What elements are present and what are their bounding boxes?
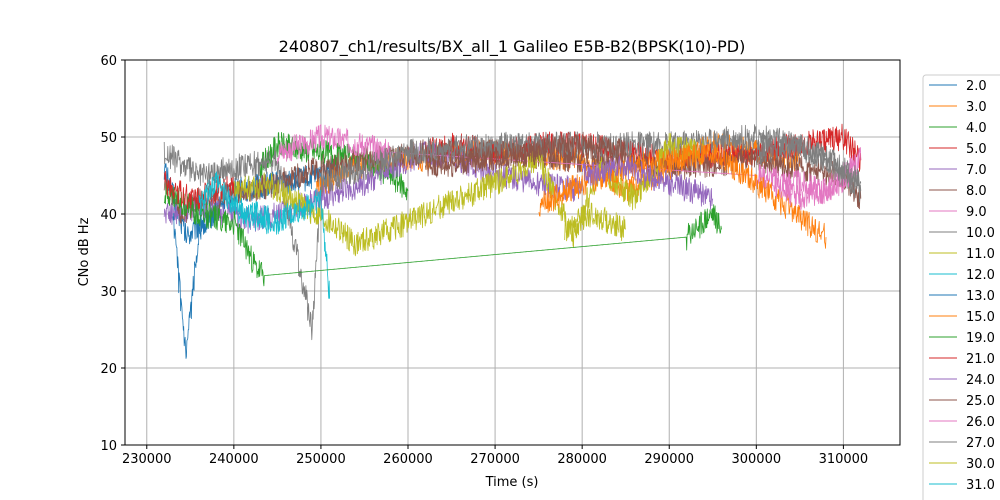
legend-label: 8.0 bbox=[966, 184, 987, 199]
series-lines bbox=[163, 123, 862, 359]
x-tick-label: 260000 bbox=[383, 452, 433, 467]
y-tick-label: 10 bbox=[100, 439, 117, 454]
series-line-21-0 bbox=[163, 170, 235, 210]
series-line-15-0 bbox=[538, 140, 827, 249]
legend-label: 12.0 bbox=[966, 268, 995, 283]
chart-title: 240807_ch1/results/BX_all_1 Galileo E5B-… bbox=[279, 37, 746, 57]
legend-label: 13.0 bbox=[966, 289, 995, 304]
x-tick-label: 230000 bbox=[122, 452, 172, 467]
legend-label: 5.0 bbox=[966, 142, 987, 157]
series-line-19-0 bbox=[163, 180, 722, 287]
x-tick-label: 300000 bbox=[731, 452, 781, 467]
series-line-9-0 bbox=[277, 124, 862, 202]
y-tick-label: 30 bbox=[100, 285, 117, 300]
series-line-25-0 bbox=[425, 131, 627, 178]
plot-area bbox=[125, 60, 900, 445]
y-axis-label: CNo dB Hz bbox=[77, 217, 92, 286]
x-axis-ticks: 230000 240000 250000 260000 270000 280000 2900… bbox=[122, 445, 868, 467]
legend-label: 4.0 bbox=[966, 121, 987, 136]
legend-label: 30.0 bbox=[966, 457, 995, 472]
series-line-27-0 bbox=[755, 132, 862, 203]
legend-label: 31.0 bbox=[966, 478, 995, 493]
series-line-10-0 bbox=[163, 124, 862, 341]
y-tick-label: 60 bbox=[100, 54, 117, 69]
x-tick-label: 310000 bbox=[819, 452, 869, 467]
x-tick-label: 250000 bbox=[296, 452, 346, 467]
y-tick-label: 40 bbox=[100, 208, 117, 223]
series-line-30-0 bbox=[564, 202, 627, 242]
x-tick-label: 240000 bbox=[209, 452, 259, 467]
x-axis-label: Time (s) bbox=[485, 475, 539, 490]
series-line-4-0 bbox=[259, 131, 409, 201]
legend-label: 15.0 bbox=[966, 310, 995, 325]
legend-label: 21.0 bbox=[966, 352, 995, 367]
series-line-12-0 bbox=[233, 188, 330, 299]
series-line-26-0 bbox=[773, 162, 853, 211]
legend-label: 11.0 bbox=[966, 247, 995, 262]
y-tick-label: 20 bbox=[100, 362, 117, 377]
legend-label: 10.0 bbox=[966, 226, 995, 241]
plot-frame bbox=[124, 59, 901, 446]
legend-label: 25.0 bbox=[966, 394, 995, 409]
series-line-24-0 bbox=[581, 155, 714, 210]
series-line-31-0 bbox=[198, 171, 270, 235]
series-line-13-0 bbox=[172, 208, 217, 359]
x-tick-label: 270000 bbox=[470, 452, 520, 467]
x-tick-label: 290000 bbox=[644, 452, 694, 467]
y-tick-label: 50 bbox=[100, 131, 117, 146]
legend-label: 3.0 bbox=[966, 100, 987, 115]
x-tick-label: 280000 bbox=[557, 452, 607, 467]
legend-label: 9.0 bbox=[966, 205, 987, 220]
y-axis-ticks: 10 20 30 40 50 60 bbox=[100, 54, 125, 454]
legend-label: 26.0 bbox=[966, 415, 995, 430]
legend-label: 24.0 bbox=[966, 373, 995, 388]
legend-label: 7.0 bbox=[966, 163, 987, 178]
legend-frame bbox=[922, 74, 1000, 500]
legend: 2.0 3.0 4.0 5.0 7.0 8.0 9.0 10.0 11.0 12.0 13.0 15.… bbox=[922, 74, 1000, 500]
legend-label: 2.0 bbox=[966, 79, 987, 94]
legend-label: 27.0 bbox=[966, 436, 995, 451]
legend-label: 19.0 bbox=[966, 331, 995, 346]
